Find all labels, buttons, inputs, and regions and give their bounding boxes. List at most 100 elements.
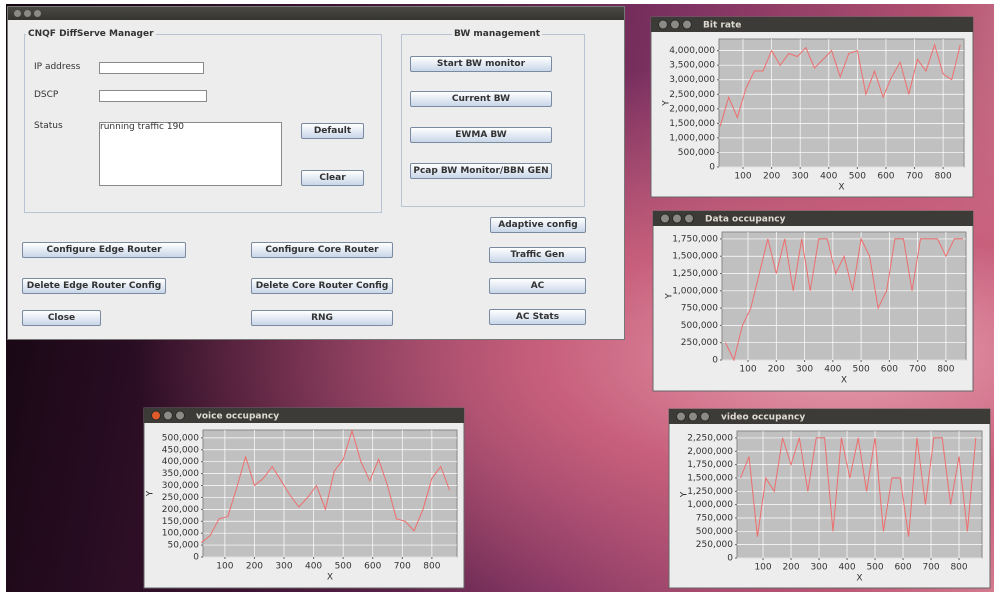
y-tick-label: 750,000 <box>681 304 718 314</box>
window-button[interactable] <box>658 19 668 30</box>
y-axis-label: Y <box>680 491 690 498</box>
button[interactable]: Adaptive config <box>490 217 586 233</box>
y-axis-label: Y <box>146 490 156 497</box>
y-tick-label: 1,500,000 <box>687 473 733 483</box>
button[interactable]: Current BW <box>410 91 552 107</box>
x-axis-label: X <box>838 183 844 193</box>
plot-area <box>736 430 983 559</box>
window-button[interactable] <box>682 19 692 30</box>
button[interactable]: Clear <box>301 170 364 186</box>
y-tick-label: 1,500,000 <box>672 252 718 262</box>
y-tick-label: 2,000,000 <box>687 447 733 457</box>
x-tick-label: 100 <box>754 563 771 573</box>
data-line <box>740 437 977 537</box>
y-tick-label: 150,000 <box>162 517 199 527</box>
window-button[interactable] <box>163 410 173 421</box>
window-button[interactable] <box>24 10 31 17</box>
window-button[interactable] <box>670 19 680 30</box>
button[interactable]: Close <box>22 310 101 326</box>
window-button[interactable] <box>688 411 698 422</box>
y-tick-label: 750,000 <box>696 513 733 523</box>
group-box <box>24 34 382 213</box>
button[interactable]: Delete Core Router Config <box>251 278 393 294</box>
y-axis-label: Y <box>665 293 675 300</box>
button[interactable]: Pcap BW Monitor/BBN GEN <box>410 163 552 179</box>
y-tick-label: 1,000,000 <box>669 133 715 143</box>
x-tick-label: 200 <box>763 172 780 182</box>
y-tick-label: 250,000 <box>162 493 199 503</box>
x-tick-label: 600 <box>877 172 894 182</box>
chart-title: video occupancy <box>721 413 805 423</box>
x-tick-label: 400 <box>305 562 322 572</box>
window-button[interactable] <box>14 10 21 17</box>
y-tick-label: 450,000 <box>162 445 199 455</box>
x-tick-label: 800 <box>950 563 967 573</box>
button[interactable]: Start BW monitor <box>410 56 552 72</box>
y-tick-label: 1,750,000 <box>672 234 718 244</box>
y-tick-label: 3,500,000 <box>669 61 715 71</box>
text-area[interactable] <box>99 122 282 186</box>
window-button[interactable] <box>684 213 694 224</box>
window-button[interactable] <box>672 213 682 224</box>
data-line <box>200 428 451 544</box>
window-button[interactable] <box>660 213 670 224</box>
plot-area <box>202 429 458 558</box>
window-button[interactable] <box>34 10 41 17</box>
y-tick-label: 1,250,000 <box>687 487 733 497</box>
x-tick-label: 200 <box>246 562 263 572</box>
x-tick-label: 200 <box>768 365 785 375</box>
button[interactable]: Delete Edge Router Config <box>22 278 166 294</box>
label: Status <box>34 121 63 131</box>
x-tick-label: 500 <box>866 563 883 573</box>
button[interactable]: AC Stats <box>489 309 586 325</box>
y-tick-label: 500,000 <box>678 148 715 158</box>
x-tick-label: 600 <box>881 365 898 375</box>
y-tick-label: 2,500,000 <box>669 90 715 100</box>
x-tick-label: 300 <box>796 365 813 375</box>
plot-area <box>718 38 965 168</box>
button[interactable]: Configure Edge Router <box>22 242 186 258</box>
window-button[interactable] <box>700 411 710 422</box>
window-button[interactable] <box>175 410 185 421</box>
title-bar <box>669 409 990 424</box>
title-bar <box>651 17 973 32</box>
text-field[interactable] <box>99 90 207 102</box>
plot-area <box>721 231 967 361</box>
x-tick-label: 200 <box>782 563 799 573</box>
y-tick-label: 300,000 <box>162 481 199 491</box>
group-title: BW management <box>452 29 543 39</box>
x-tick-label: 300 <box>275 562 292 572</box>
title-bar <box>8 7 624 20</box>
y-tick-label: 1,000,000 <box>672 286 718 296</box>
title-bar <box>653 211 973 226</box>
y-tick-label: 0 <box>193 553 199 563</box>
button[interactable]: Traffic Gen <box>489 247 586 263</box>
x-tick-label: 800 <box>937 365 954 375</box>
window-button[interactable] <box>676 411 686 422</box>
y-tick-label: 0 <box>709 163 715 173</box>
chart-title: voice occupancy <box>196 412 279 422</box>
y-tick-label: 350,000 <box>162 469 199 479</box>
x-tick-label: 300 <box>792 172 809 182</box>
label: IP address <box>34 62 81 72</box>
x-tick-label: 100 <box>734 172 751 182</box>
y-tick-label: 0 <box>727 554 733 564</box>
text-field[interactable] <box>99 62 204 74</box>
title-bar <box>144 408 464 423</box>
y-tick-label: 100,000 <box>162 529 199 539</box>
x-tick-label: 700 <box>922 563 939 573</box>
x-tick-label: 100 <box>216 562 233 572</box>
y-tick-label: 250,000 <box>681 338 718 348</box>
y-tick-label: 1,000,000 <box>687 500 733 510</box>
window-button[interactable] <box>151 410 161 421</box>
button[interactable]: Configure Core Router <box>251 242 393 258</box>
button[interactable]: Default <box>301 123 364 139</box>
button[interactable]: EWMA BW <box>410 127 552 143</box>
y-tick-label: 500,000 <box>162 433 199 443</box>
button[interactable]: RNG <box>251 310 393 326</box>
y-tick-label: 500,000 <box>696 527 733 537</box>
button[interactable]: AC <box>489 278 586 294</box>
y-tick-label: 2,000,000 <box>669 104 715 114</box>
